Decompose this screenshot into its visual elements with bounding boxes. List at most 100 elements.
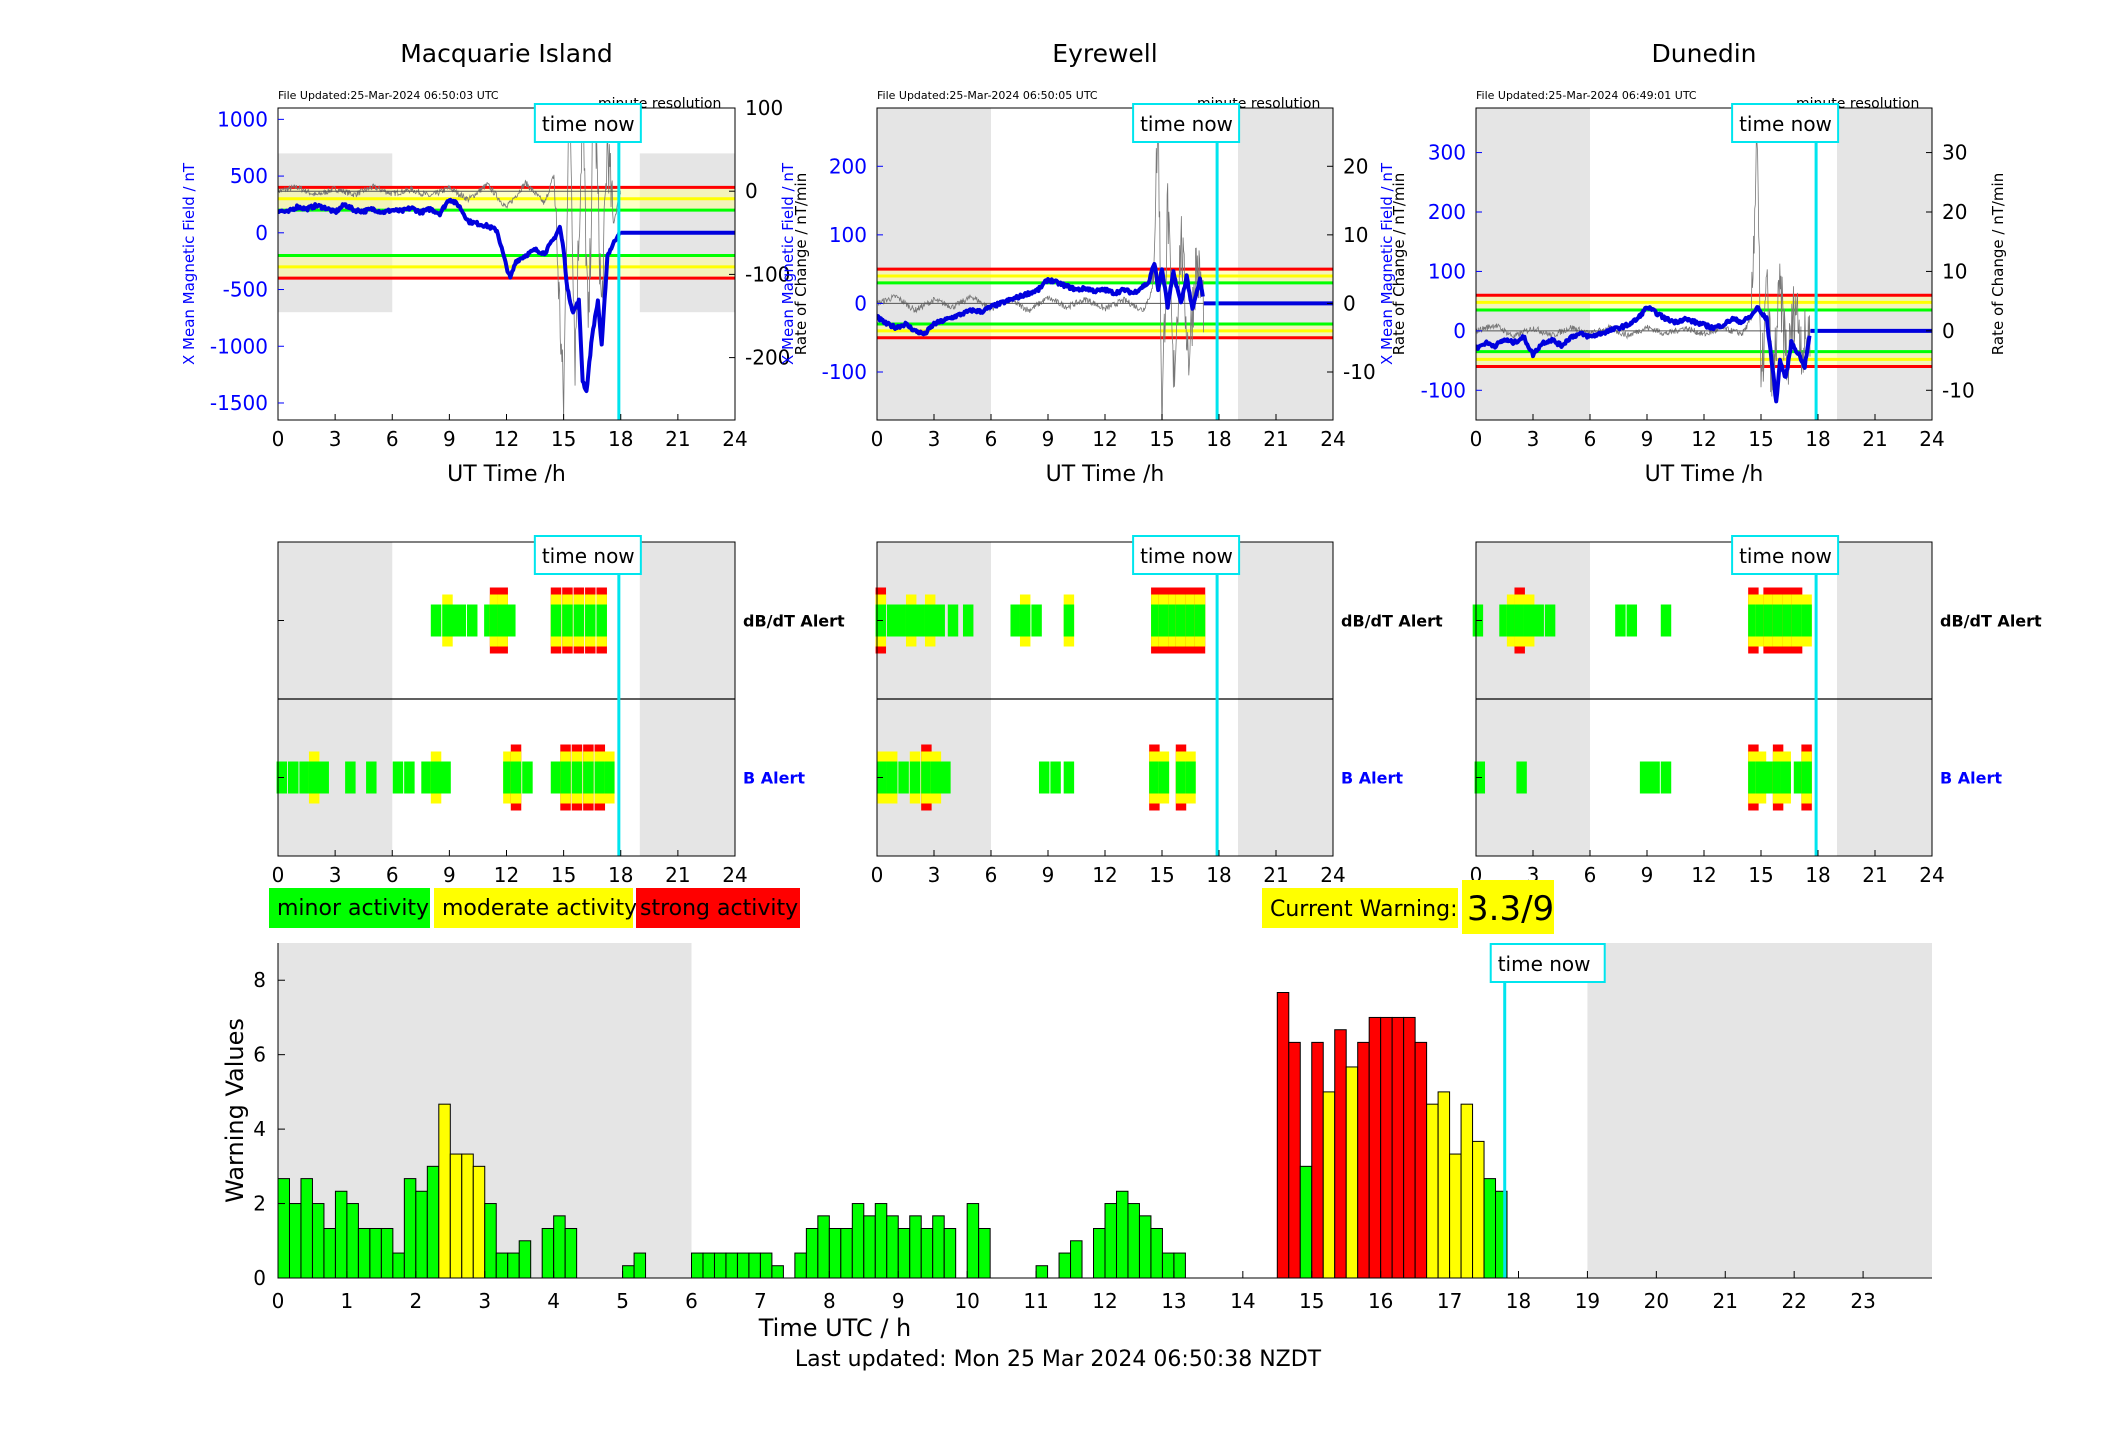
x-tick-label: 3 xyxy=(928,427,941,451)
x-tick-label: 7 xyxy=(754,1289,767,1313)
alert-segment xyxy=(583,761,594,794)
alert-segment xyxy=(573,604,585,637)
time-now-box xyxy=(1731,103,1840,143)
alert-segment xyxy=(522,761,533,794)
b-alert-label: B Alert xyxy=(1341,769,1403,788)
warning-bar xyxy=(300,1178,313,1279)
y2-tick-label: -100 xyxy=(745,262,790,286)
alert-segment xyxy=(1523,604,1535,637)
x-tick-label: 18 xyxy=(1206,863,1231,887)
alert-segment xyxy=(560,761,571,794)
y-tick-label: 0 xyxy=(253,1266,266,1290)
y-tick-label: 8 xyxy=(253,968,266,992)
alert-segment xyxy=(1801,604,1812,637)
warning-bar xyxy=(897,1227,911,1279)
alert-segment xyxy=(930,761,942,794)
alert-segment xyxy=(1763,604,1774,637)
time-now-box xyxy=(533,103,642,143)
warning-bar xyxy=(449,1153,463,1279)
alert-segment xyxy=(962,604,974,637)
x-tick-label: 18 xyxy=(608,863,633,887)
x-tick-label: 6 xyxy=(386,427,399,451)
alert-segment xyxy=(898,761,909,794)
alert-segment xyxy=(934,604,945,637)
current-warning-value-box xyxy=(1462,880,1554,934)
panel-title: Eyrewell xyxy=(1052,39,1157,68)
alert-segment xyxy=(510,761,522,794)
y-tick-label: 0 xyxy=(1453,319,1466,343)
x-tick-label: 9 xyxy=(1641,863,1654,887)
warning-bar xyxy=(288,1203,302,1279)
x-tick-label: 9 xyxy=(443,863,456,887)
x-tick-label: 10 xyxy=(954,1289,979,1313)
alert-segment xyxy=(1050,761,1061,794)
y-tick-label: 500 xyxy=(230,164,268,188)
file-updated: File Updated:25-Mar-2024 06:50:03 UTC xyxy=(278,89,499,102)
alert-segment xyxy=(1660,761,1672,794)
alert-segment xyxy=(1748,604,1759,637)
x-tick-label: 0 xyxy=(871,863,884,887)
y-axis-label: X Mean Magnetic Field / nT xyxy=(180,162,198,365)
x-tick-label: 23 xyxy=(1850,1289,1875,1313)
x-tick-label: 21 xyxy=(1862,427,1887,451)
warning-bar xyxy=(932,1215,945,1279)
warning-bar xyxy=(1483,1178,1497,1279)
warning-bar xyxy=(1299,1165,1313,1279)
y2-tick-label: -10 xyxy=(1343,360,1376,384)
dbdt-alert-label: dB/dT Alert xyxy=(1940,612,2042,631)
alert-segment xyxy=(1010,604,1021,637)
warning-bar xyxy=(805,1227,819,1279)
warning-bar xyxy=(403,1178,417,1279)
warning-bar xyxy=(1058,1252,1072,1279)
alert-segment xyxy=(1780,761,1791,794)
night-shade xyxy=(1476,108,1590,420)
x-tick-label: 9 xyxy=(892,1289,905,1313)
alert-segment xyxy=(940,761,951,794)
warning-bar xyxy=(1437,1091,1451,1279)
y-tick-label: -100 xyxy=(822,360,867,384)
x-tick-label: 6 xyxy=(1584,863,1597,887)
y-tick-label: -1500 xyxy=(210,391,268,415)
y2-axis-label: Rate of Change / nT/min xyxy=(792,173,810,355)
warning-bar xyxy=(828,1227,842,1279)
alert-segment xyxy=(1791,604,1803,637)
current-warning: Current Warning: 3.3/9 xyxy=(1262,880,1554,934)
warning-bar xyxy=(851,1203,865,1279)
time-now-label: time now xyxy=(1739,544,1832,568)
warning-bar xyxy=(978,1227,991,1279)
warning-bar xyxy=(357,1227,371,1279)
time-now-box xyxy=(533,535,642,575)
alert-segment xyxy=(550,761,562,794)
alert-segment xyxy=(947,604,959,637)
alert-segment xyxy=(1755,604,1767,637)
legend-strong-swatch xyxy=(636,888,800,928)
alert-segment xyxy=(404,761,415,794)
warning-bar xyxy=(748,1252,761,1279)
x-tick-label: 12 xyxy=(1691,863,1716,887)
legend-moderate-swatch xyxy=(434,888,633,928)
alert-segment xyxy=(1499,604,1510,637)
warning-bar xyxy=(702,1252,715,1279)
field-trace xyxy=(278,197,622,394)
alert-segment xyxy=(1660,604,1672,637)
y2-tick-label: 100 xyxy=(745,96,783,120)
alert-segment xyxy=(562,604,573,637)
x-tick-label: 5 xyxy=(616,1289,629,1313)
warning-bar xyxy=(461,1153,474,1279)
x-tick-label: 12 xyxy=(494,863,519,887)
x-tick-label: 16 xyxy=(1368,1289,1393,1313)
x-tick-label: 12 xyxy=(1092,1289,1117,1313)
night-shade xyxy=(278,153,393,313)
alert-segment xyxy=(921,761,932,794)
warning-bar xyxy=(369,1227,382,1279)
y2-axis-label: Rate of Change / nT/min xyxy=(1989,173,2007,355)
y-tick-label: 6 xyxy=(253,1043,266,1067)
alert-segment xyxy=(287,761,299,794)
alert-segment xyxy=(1639,761,1651,794)
warning-bar xyxy=(541,1227,555,1279)
x-tick-label: 9 xyxy=(443,427,456,451)
alert-segment xyxy=(503,761,514,794)
alert-segment xyxy=(1151,604,1162,637)
time-now-label: time now xyxy=(1140,112,1233,136)
alert-segment xyxy=(345,761,356,794)
